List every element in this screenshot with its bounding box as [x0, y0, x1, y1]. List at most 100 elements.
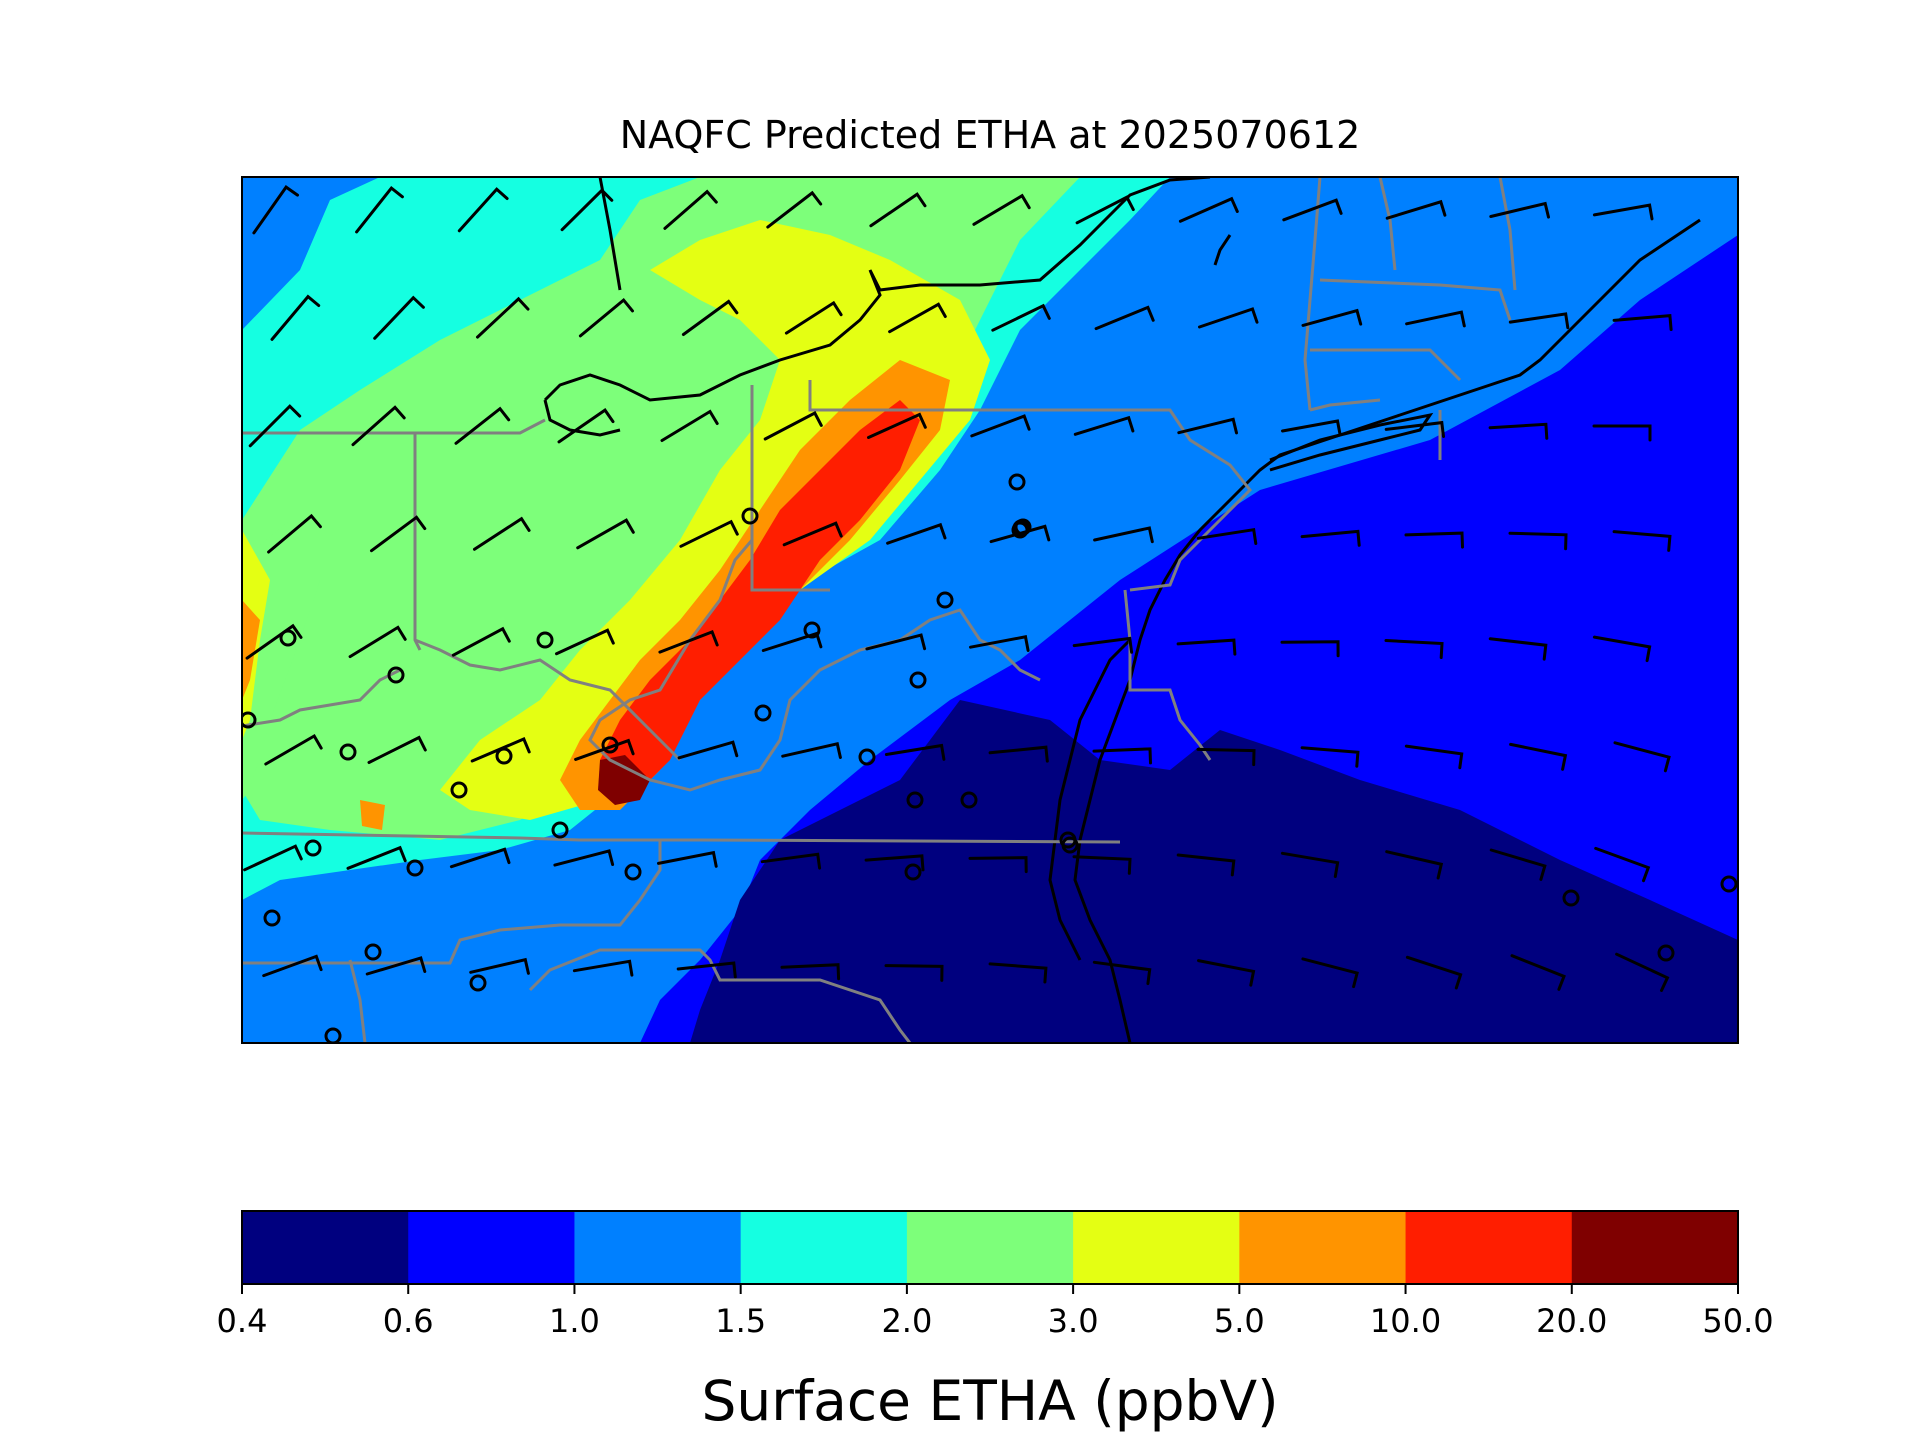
- colorbar-tick-label: 1.5: [715, 1302, 766, 1340]
- wind-barb: [989, 524, 1051, 544]
- colorbar-swatch: [242, 1211, 409, 1284]
- map-title: NAQFC Predicted ETHA at 2025070612: [620, 113, 1361, 157]
- colorbar: 0.4 0.6 1.0 1.5 2.0 3.0 5.0 10.0 20.0 50.0 Surfac…: [217, 1210, 1774, 1433]
- wind-barb: [1072, 855, 1132, 875]
- wind-barb: [1282, 198, 1343, 222]
- wind-barb: [1094, 305, 1155, 331]
- wind-barb: [676, 961, 737, 979]
- colorbar-tick-label: 50.0: [1702, 1302, 1773, 1340]
- colorbar-frame: [241, 1210, 1739, 1285]
- field-level-3-0-5-0: [440, 220, 990, 820]
- colorbar-tick-label: 0.6: [383, 1302, 434, 1340]
- wind-barb: [968, 856, 1028, 874]
- wind-barb: [1615, 952, 1670, 992]
- wind-barb: [245, 623, 303, 660]
- wind-barb: [351, 405, 406, 447]
- station-marker: [601, 736, 619, 754]
- station-marker: [1720, 875, 1738, 893]
- wind-barb: [1384, 420, 1445, 438]
- wind-barb: [663, 189, 718, 230]
- wind-barb: [884, 743, 946, 761]
- wind-barb: [782, 521, 843, 547]
- wind-barb: [784, 300, 843, 335]
- coastline: [1048, 218, 1701, 1043]
- wind-barb: [1072, 636, 1134, 654]
- wind-barb: [1093, 526, 1154, 544]
- map-frame: [241, 176, 1739, 1044]
- station-marker: [1008, 473, 1026, 491]
- wind-barb: [264, 733, 323, 766]
- wind-barb: [884, 964, 944, 982]
- colorbar-label: Surface ETHA (ppbV): [701, 1369, 1278, 1433]
- field-level-10-0-20-0: [600, 400, 920, 790]
- colorbar-tick-label: 2.0: [881, 1302, 932, 1340]
- station-marker: [495, 747, 513, 765]
- wind-barb: [1508, 531, 1568, 551]
- wind-barb: [1489, 848, 1547, 881]
- map-panel: [242, 177, 1738, 1043]
- wind-barb: [1301, 308, 1363, 327]
- wind-barb: [270, 294, 321, 341]
- wind-barb: [1178, 196, 1239, 223]
- field-level-20-0-50-0: [598, 755, 650, 805]
- station-marker: [387, 666, 405, 684]
- station-marker: [304, 839, 322, 857]
- wind-barb: [578, 297, 634, 338]
- wind-barb: [972, 193, 1031, 226]
- wind-barbs: [243, 185, 1673, 992]
- colorbar-swatch: [740, 1211, 908, 1284]
- wind-barb: [262, 954, 323, 978]
- wind-barb: [1488, 422, 1549, 440]
- wind-barb: [1301, 957, 1359, 989]
- wind-barb: [1612, 313, 1673, 331]
- station-marker: [279, 629, 297, 647]
- wind-barb: [365, 956, 427, 976]
- wind-barb: [457, 187, 509, 233]
- wind-barb: [658, 629, 719, 654]
- station-marker: [364, 943, 382, 961]
- station-marker: [1657, 944, 1675, 962]
- station-marker: [469, 974, 487, 992]
- wind-barb: [346, 845, 407, 870]
- station-marker: [803, 621, 821, 639]
- wind-barb: [1075, 195, 1135, 225]
- colorbar-tick-label: 20.0: [1536, 1302, 1607, 1340]
- wind-barb: [1489, 201, 1550, 219]
- wind-barb: [252, 185, 299, 235]
- colorbar-swatch: [408, 1211, 576, 1284]
- wind-barb: [1404, 744, 1464, 770]
- wind-barb: [766, 190, 823, 229]
- wind-barb: [1281, 419, 1342, 437]
- wind-barb: [1198, 307, 1259, 329]
- wind-barb: [560, 188, 614, 232]
- wind-barb: [1300, 529, 1361, 547]
- wind-barb: [970, 414, 1031, 438]
- wind-barb: [1508, 312, 1570, 330]
- wind-barb: [1594, 846, 1651, 883]
- wind-barb: [1509, 742, 1568, 771]
- wind-barb: [660, 409, 719, 442]
- station-marker: [450, 781, 468, 799]
- wind-barb: [1612, 530, 1672, 552]
- wind-barb: [1176, 853, 1236, 877]
- wind-barb: [557, 408, 615, 444]
- wind-barb: [763, 410, 823, 441]
- wind-barb: [1177, 417, 1238, 435]
- colorbar-swatch: [1405, 1211, 1573, 1284]
- wind-barb: [1488, 637, 1548, 661]
- wind-barb: [780, 963, 841, 981]
- wind-barb: [449, 847, 511, 869]
- wind-barb: [1592, 635, 1652, 663]
- wind-barb: [988, 962, 1048, 984]
- wind-barb: [1613, 741, 1671, 773]
- wind-barb: [476, 296, 530, 339]
- wind-barb: [1196, 747, 1256, 767]
- wind-barb: [1405, 310, 1466, 328]
- field-level-5-0-10-0-patch: [360, 800, 385, 830]
- wind-barb: [355, 185, 404, 234]
- station-marker: [1059, 831, 1077, 849]
- station-marker: [339, 743, 357, 761]
- station-marker: [551, 821, 569, 839]
- colorbar-swatch: [1073, 1211, 1240, 1284]
- wind-barb: [470, 737, 531, 763]
